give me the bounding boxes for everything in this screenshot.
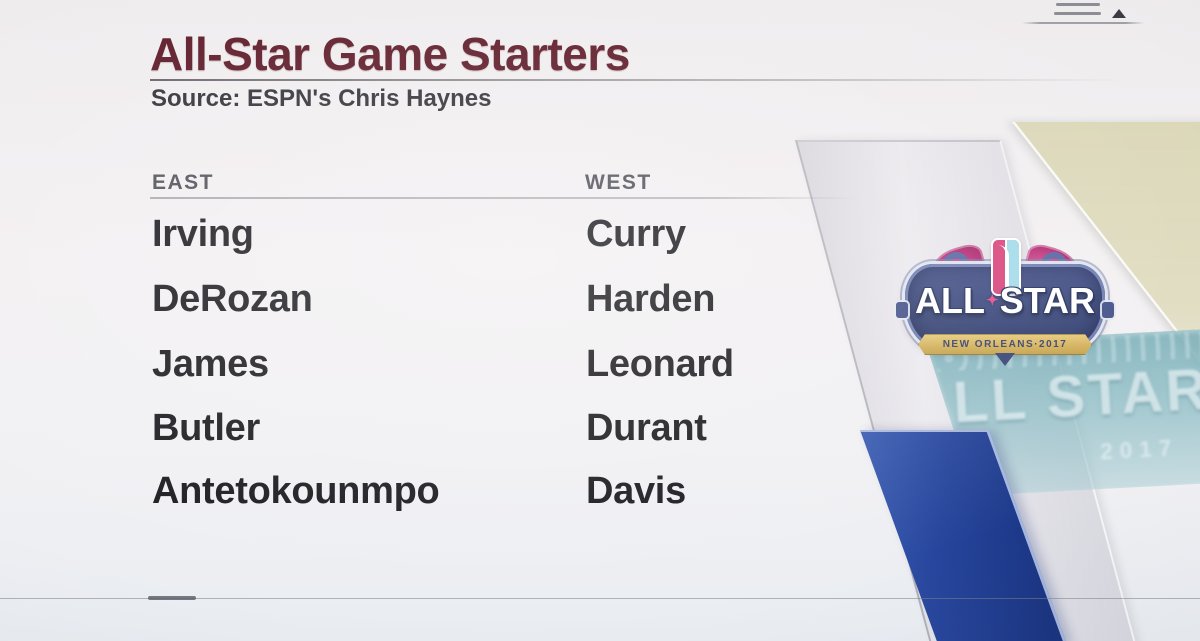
watermark-year: 2017 <box>1099 434 1179 465</box>
nba-logo-icon <box>993 240 1019 294</box>
scroll-up-icon[interactable] <box>1112 9 1126 18</box>
logo-banner: NEW ORLEANS·2017 <box>918 334 1092 355</box>
logo-word-all: ALL <box>915 280 986 321</box>
top-right-divider <box>1022 22 1144 24</box>
title-divider <box>150 79 1145 81</box>
player-name: DeRozan <box>152 278 313 320</box>
player-name: Davis <box>586 470 686 512</box>
column-header-east: EAST <box>152 171 215 194</box>
menu-lines-icon <box>1054 12 1101 15</box>
nba-player-silhouette-icon <box>998 245 1009 287</box>
logo-knob-right <box>1102 302 1114 318</box>
logo-knob-left <box>896 302 908 318</box>
page-title: All-Star Game Starters <box>150 28 630 80</box>
player-name: Durant <box>586 407 707 449</box>
header-divider <box>150 197 856 199</box>
player-name: Antetokounmpo <box>152 470 440 512</box>
menu-lines-icon <box>1056 3 1100 6</box>
player-name: Harden <box>586 278 716 320</box>
bottom-divider <box>0 598 1200 599</box>
player-name: Curry <box>586 213 686 255</box>
player-name: Leonard <box>586 343 734 385</box>
logo-wordmark: ALL✦STAR <box>905 280 1105 322</box>
bottom-divider-accent <box>148 596 196 600</box>
column-header-west: WEST <box>585 171 652 194</box>
logo-word-star: STAR <box>999 280 1095 321</box>
player-name: Irving <box>152 213 254 255</box>
player-name: James <box>152 343 269 385</box>
nba-allstar-logo: ALL✦STAR NEW ORLEANS·2017 <box>896 240 1114 375</box>
player-name: Butler <box>152 407 260 449</box>
star-icon: ✦ <box>986 292 999 309</box>
source-attribution: Source: ESPN's Chris Haynes <box>151 85 492 112</box>
logo-shield-tail <box>995 353 1015 366</box>
